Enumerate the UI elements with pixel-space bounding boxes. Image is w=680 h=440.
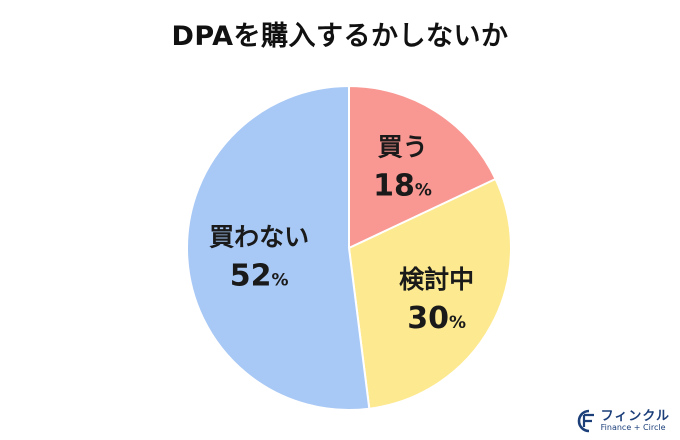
- slice-label-0: 買う: [378, 133, 428, 162]
- fincle-logo-icon: [577, 409, 594, 433]
- pie-slice-0: [348, 84, 497, 250]
- slice-label-1: 検討中: [399, 265, 474, 294]
- chart-title: DPAを購入するかしないか: [171, 21, 509, 52]
- slice-value-2: 52%: [230, 259, 289, 294]
- slice-label-2: 買わない: [209, 223, 309, 252]
- slice-value-1: 30%: [407, 301, 466, 336]
- slice-value-0: 18%: [373, 169, 432, 204]
- pie-slice-2: [186, 84, 371, 411]
- brand-name: フィンクル: [600, 408, 670, 424]
- brand-logo: フィンクル Finance + Circle: [575, 408, 670, 434]
- brand-subtitle: Finance + Circle: [600, 422, 666, 432]
- pie-slice-1: [347, 177, 512, 410]
